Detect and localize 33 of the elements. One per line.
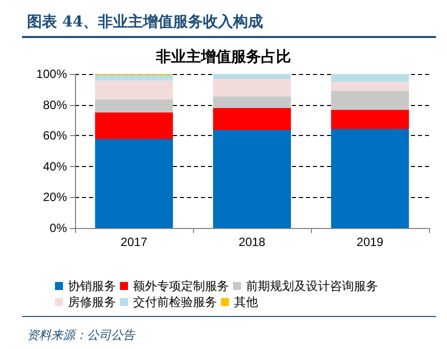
x-tick-label: 2018	[238, 235, 266, 249]
y-tick-label: 100%	[36, 67, 68, 81]
legend-label: 额外专项定制服务	[133, 279, 229, 293]
y-tick-label: 0%	[50, 221, 68, 235]
legend-label: 协销服务	[68, 279, 116, 293]
bar	[213, 108, 291, 130]
bar	[95, 112, 173, 139]
bar	[213, 96, 291, 108]
legend-label: 前期规划及设计咨询服务	[246, 279, 378, 293]
bar	[331, 90, 409, 110]
bar	[213, 78, 291, 96]
bar	[331, 82, 409, 91]
chart-title: 图表 44、非业主增值服务收入构成	[27, 12, 264, 30]
bar	[95, 80, 173, 100]
bar	[95, 138, 173, 228]
bar	[95, 74, 173, 81]
chart-subtitle: 非业主增值服务占比	[155, 48, 291, 66]
legend-label: 其他	[234, 295, 258, 309]
bar	[331, 110, 409, 129]
bar	[331, 128, 409, 228]
x-tick-label: 2019	[356, 235, 384, 249]
x-tick-label: 2017	[120, 235, 148, 249]
y-tick-label: 80%	[42, 98, 68, 112]
bar	[213, 74, 291, 79]
y-tick-label: 60%	[42, 128, 68, 143]
bar	[95, 99, 173, 112]
text: 资料来源：公司公告	[27, 328, 136, 342]
bar	[331, 74, 409, 82]
legend-label: 交付前检验服务	[133, 295, 217, 309]
y-tick-label: 40%	[42, 159, 68, 174]
bar	[213, 130, 291, 228]
legend-label: 房修服务	[68, 295, 116, 309]
y-tick-label: 20%	[42, 190, 68, 204]
